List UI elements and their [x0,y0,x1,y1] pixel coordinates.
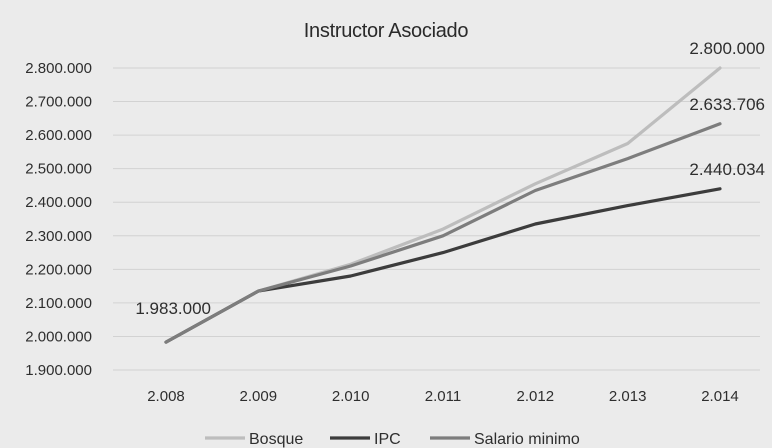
y-tick-label: 2.300.000 [25,228,92,245]
x-tick-label: 2.008 [147,388,185,405]
legend-label: Salario minimo [474,431,580,448]
data-label: 2.440.034 [689,160,765,179]
data-label: 2.633.706 [689,95,765,114]
legend-item: Bosque [205,431,303,448]
x-tick-label: 2.012 [517,388,555,405]
data-labels: 1.983.000 2.800.000 2.633.706 2.440.034 [135,39,765,318]
gridlines [113,67,760,371]
legend-item: IPC [330,431,401,448]
y-tick-label: 2.000.000 [25,328,92,345]
y-tick-label: 2.600.000 [25,127,92,144]
legend-label: IPC [374,431,401,448]
y-axis-ticks: 1.900.000 2.000.000 2.100.000 2.200.000 2.30… [25,60,92,379]
legend-label: Bosque [249,431,303,448]
x-tick-label: 2.014 [701,388,739,405]
x-tick-label: 2.010 [332,388,370,405]
y-tick-label: 2.200.000 [25,261,92,278]
x-tick-label: 2.013 [609,388,647,405]
series-line-ipc [164,187,722,344]
y-tick-label: 2.100.000 [25,295,92,312]
y-tick-label: 2.500.000 [25,161,92,178]
chart-title: Instructor Asociado [304,20,469,42]
x-tick-label: 2.009 [240,388,278,405]
data-label: 1.983.000 [135,299,211,318]
series-lines [164,66,722,344]
y-tick-label: 2.800.000 [25,60,92,77]
x-axis-ticks: 2.008 2.009 2.010 2.011 2.012 2.013 2.014 [147,388,739,405]
y-tick-label: 2.700.000 [25,94,92,111]
legend-item: Salario minimo [430,431,580,448]
y-tick-label: 2.400.000 [25,194,92,211]
legend: Bosque IPC Salario minimo [205,431,580,448]
series-line-salario-minimo [164,122,722,344]
x-tick-label: 2.011 [425,388,461,405]
y-tick-label: 1.900.000 [25,362,92,379]
data-label: 2.800.000 [689,39,765,58]
